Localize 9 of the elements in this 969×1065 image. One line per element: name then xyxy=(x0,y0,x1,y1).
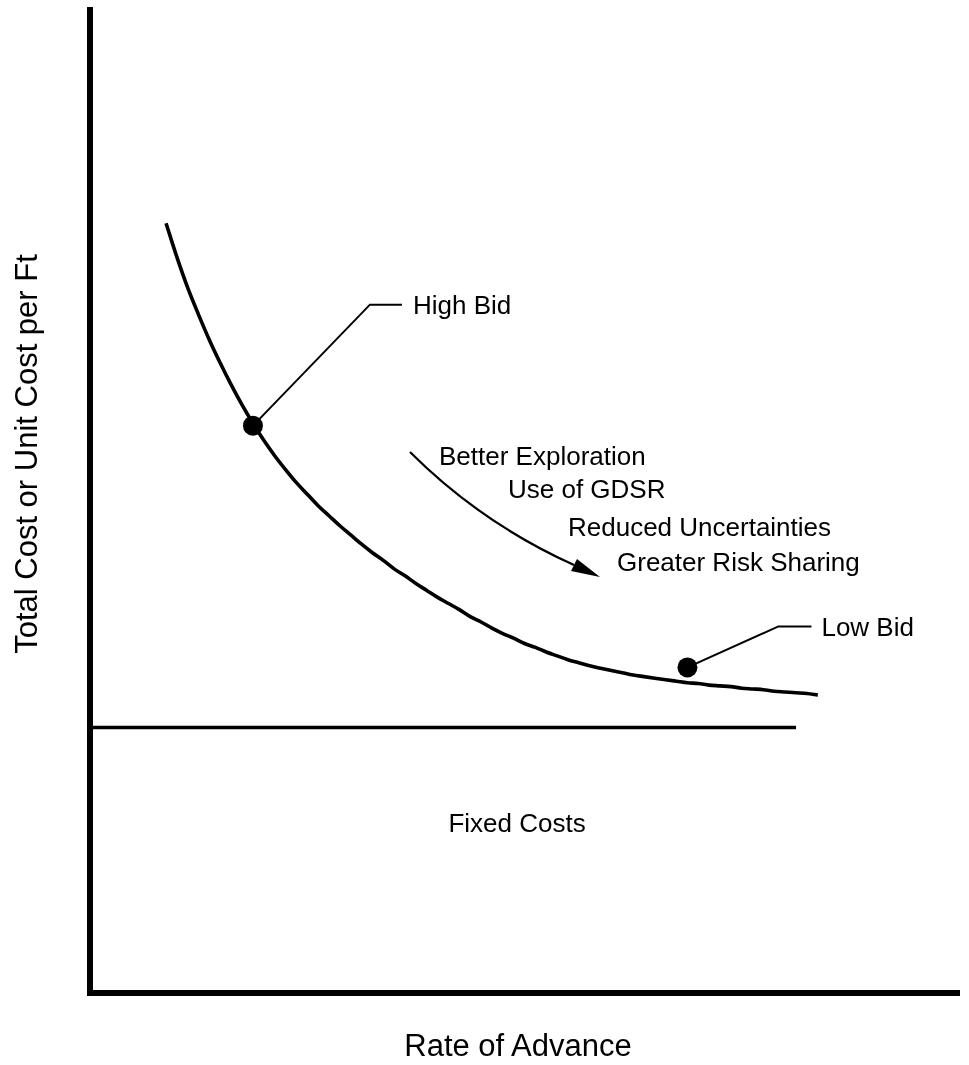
annotation: Better Exploration xyxy=(439,441,646,472)
annotation: Reduced Uncertainties xyxy=(568,512,832,543)
annotation: Fixed Costs xyxy=(448,808,586,839)
x-axis-title: Rate of Advance xyxy=(404,1027,632,1063)
text: Low Bid xyxy=(821,611,914,642)
y-axis-title: Total Cost or Unit Cost per Ft xyxy=(8,253,44,654)
text: High Bid xyxy=(412,289,512,320)
annotation: Use of GDSR xyxy=(508,474,666,505)
annotation: Greater Risk Sharing xyxy=(617,547,860,578)
